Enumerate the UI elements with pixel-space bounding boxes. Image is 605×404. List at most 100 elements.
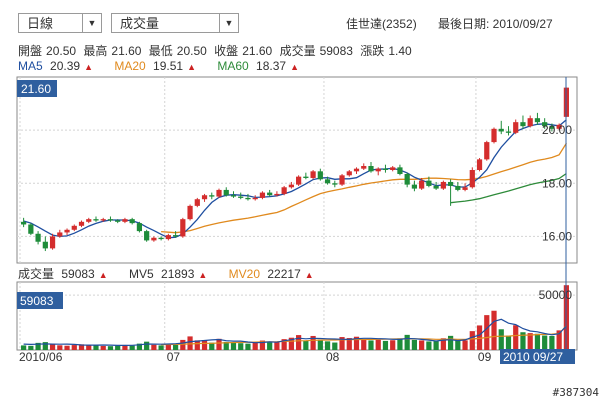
candle-body [100,219,106,221]
candle-body [172,235,179,237]
ma20-line [161,142,567,234]
volume-bars [21,285,569,350]
candle-body [296,176,302,185]
volume-bar [223,341,229,350]
candle-body [520,122,526,127]
volume-bar [411,339,418,350]
candle-body [549,126,555,129]
current-volume-badge [17,292,63,309]
candle-body [469,170,475,188]
volume-bar [491,310,497,350]
volume-bar [505,335,512,350]
volume-bar [498,329,504,350]
low-label: 最低 [148,44,173,58]
candle-body [136,223,143,232]
volume-value: 59083 [319,44,353,58]
x-axis-labels: 2010/06 07 08 09 [19,350,492,364]
price-tick-label: 20.00 [542,123,572,137]
low-value: 20.50 [176,44,207,58]
candle-body [361,166,367,169]
ma-legend: MA5 20.39 ▲ MA20 19.51 ▲ MA60 18.37 ▲ [18,59,307,73]
price-grid [17,77,577,263]
candle-body [353,168,360,172]
candle-body [310,171,316,178]
period-select[interactable]: 日線 ▼ [18,13,102,33]
volume-bar [455,339,461,350]
volume-legend: 成交量 59083 ▲ MV5 21893 ▲ MV20 22217 ▲ [18,265,322,282]
candle-body [426,180,432,186]
up-triangle-icon: ▲ [84,62,93,72]
vol-value: 59083 [61,267,95,281]
x-axis-label: 08 [326,350,340,364]
price-tick-label: 16.00 [542,229,572,243]
candle-body [267,192,273,196]
ma20-name: MA20 [114,59,146,73]
open-value: 20.50 [46,44,77,58]
candle-body [404,173,410,185]
ma20-value: 19.51 [153,59,184,73]
candle-body [390,167,396,170]
mv5-line [23,318,567,346]
volume-ma-lines [23,318,567,346]
volume-bar [64,345,70,350]
volume-bar [216,338,222,350]
volume-bar [194,340,200,350]
volume-bar [28,345,34,350]
x-axis-label: 09 [478,350,492,364]
candle-body [180,219,186,237]
candle-body [491,128,497,143]
candle-body [542,122,548,127]
volume-bar [382,340,389,350]
ma60-name: MA60 [217,59,249,73]
candle-body [78,221,85,226]
last-date-label: 2010 09/27 [503,350,563,364]
volume-bar [339,337,345,350]
candle-body [368,166,374,172]
mv5-name: MV5 [129,267,154,281]
volume-bar [201,340,208,350]
volume-bar [172,344,179,350]
candle-body [433,185,439,189]
last-date-badge [500,349,575,364]
candle-body [28,224,34,234]
volume-bar [93,345,99,350]
volume-bar [433,341,439,350]
volume-bar [375,339,381,350]
indicator-select[interactable]: 成交量 ▼ [111,13,239,33]
volume-bar [440,338,446,350]
candle-body [476,159,483,170]
volume-bar [267,342,273,350]
candle-body [194,199,200,206]
candle-body [419,180,425,189]
vol-name: 成交量 [18,267,55,281]
candle-body [563,87,569,117]
candle-body [455,185,461,190]
current-volume-label: 59083 [20,294,54,308]
volume-bar [447,335,454,350]
up-triangle-icon: ▲ [304,270,314,280]
candle-body [187,205,193,220]
mv20-value: 22217 [267,267,301,281]
volume-bar [151,344,157,350]
x-axis-label: 2010/06 [19,350,63,364]
chevron-down-icon[interactable]: ▼ [219,14,238,32]
chevron-down-icon[interactable]: ▼ [82,14,101,32]
volume-bar [245,343,251,350]
volume-bar [136,343,143,350]
volume-bar [230,342,237,350]
volume-bar [426,341,432,350]
volume-label: 成交量 [279,44,316,58]
candle-body [35,233,41,242]
volume-bar [115,345,121,350]
volume-tick-labels: 50000 [539,288,573,302]
candle-body [21,221,27,225]
candle-body [144,231,150,241]
volume-bar [49,344,56,350]
candle-body [411,184,418,189]
candle-body [317,171,323,180]
volume-bar [332,342,338,350]
price-ma-lines [23,119,567,239]
mv5-value: 21893 [161,267,195,281]
price-tick-label: 18.00 [542,176,572,190]
candle-body [462,187,468,190]
